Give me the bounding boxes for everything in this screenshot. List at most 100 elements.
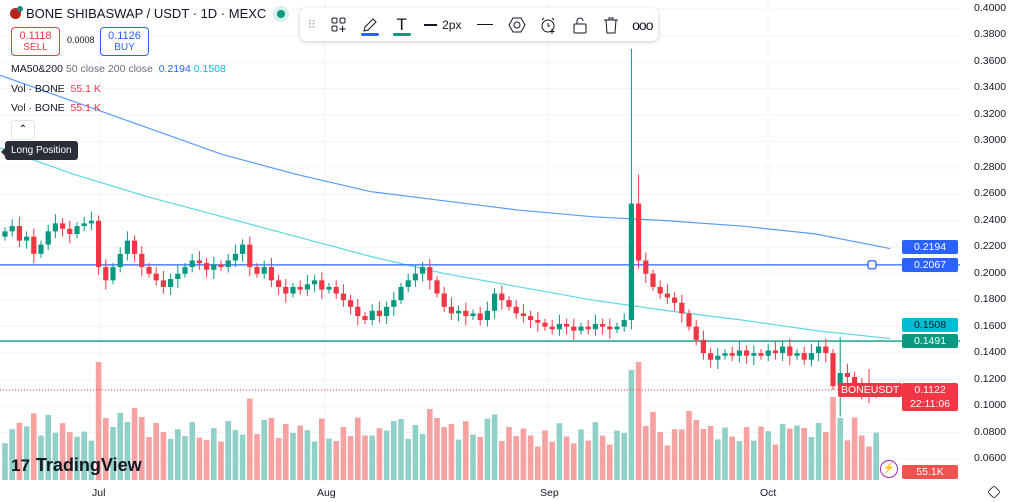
candle-body — [535, 320, 541, 323]
ma-legend[interactable]: MA50&200 50 close 200 close 0.2194 0.150… — [11, 63, 226, 75]
candle-body — [117, 253, 123, 268]
candle-body — [124, 240, 130, 254]
trash-icon[interactable] — [595, 8, 626, 41]
candle-body — [585, 326, 591, 330]
candle-body — [672, 297, 678, 303]
price-tick: 0.3200 — [974, 107, 1007, 120]
drawing-toolbar: ⠿ T 2px ooo — [300, 8, 658, 41]
volume-bar — [455, 439, 462, 480]
candle-body — [484, 310, 490, 321]
volume-bar — [851, 417, 858, 480]
buy-button[interactable]: 0.1126 BUY — [100, 27, 149, 56]
volume-bar — [635, 362, 642, 480]
volume-bar — [693, 420, 699, 480]
volume-bar — [787, 428, 793, 480]
settings-icon[interactable] — [501, 8, 532, 41]
volume-bar — [88, 440, 95, 480]
volume-bar — [535, 446, 541, 480]
candle-body — [247, 244, 253, 268]
volume-bar — [405, 439, 411, 480]
candle-body — [772, 350, 778, 354]
candle-body — [434, 280, 440, 294]
candle-body — [88, 220, 94, 224]
buy-label: BUY — [114, 41, 135, 53]
pencil-color-button[interactable] — [355, 8, 386, 41]
volume-bar — [434, 418, 440, 480]
candle-body — [708, 353, 714, 360]
price-chart[interactable] — [0, 0, 960, 502]
volume-bar — [167, 438, 174, 480]
alert-clock-icon[interactable] — [533, 8, 564, 41]
line-style-button[interactable] — [468, 8, 501, 41]
price-tick: 0.3000 — [974, 134, 1007, 147]
volume-bar — [463, 421, 469, 480]
price-axis[interactable]: 0.4000 0.3800 0.3600 0.3400 0.3200 0.3000 0.28… — [960, 0, 1024, 502]
volume-bar — [823, 432, 829, 480]
candle-body — [290, 286, 296, 294]
candle-body — [816, 346, 822, 354]
candle-body — [211, 264, 217, 270]
volume-bar — [139, 417, 145, 480]
volume-bar — [398, 419, 404, 480]
candle-body — [456, 310, 462, 314]
candle-body — [31, 236, 37, 254]
candle-body — [765, 350, 771, 356]
candle-body — [744, 350, 750, 356]
candle-body — [578, 326, 584, 331]
volume-bar — [513, 436, 519, 480]
candle-body — [196, 260, 202, 264]
more-icon[interactable]: ooo — [632, 16, 653, 33]
candle-body — [715, 355, 721, 360]
time-tick: Sep — [540, 487, 559, 499]
candle-body — [794, 353, 800, 356]
line-drag-handle[interactable] — [867, 260, 877, 270]
candle-body — [693, 326, 699, 340]
line-width-button[interactable]: 2px — [417, 8, 468, 41]
drag-handle-icon[interactable]: ⠿ — [307, 17, 317, 32]
vol-value: 55.1 K — [70, 102, 101, 114]
candle-body — [67, 228, 73, 234]
text-color-button[interactable]: T — [386, 8, 417, 41]
lock-open-icon[interactable] — [564, 8, 595, 41]
volume-bar — [211, 428, 217, 480]
vol-value: 55.1 K — [70, 83, 101, 95]
candle-body — [513, 306, 519, 314]
symbol-header[interactable]: BONE SHIBASWAP / USDT · 1D · MEXC — [10, 6, 286, 21]
candle-body — [643, 260, 649, 274]
volume-bar — [808, 437, 815, 480]
candle-body — [16, 226, 22, 241]
last-price: 0.1122 — [914, 384, 946, 396]
add-object-icon[interactable] — [323, 8, 354, 41]
sell-button[interactable]: 0.1118 SELL — [11, 27, 60, 56]
volume-bar — [182, 436, 188, 480]
volume-bar — [81, 431, 87, 480]
candle-body — [729, 353, 735, 356]
volume-bar — [95, 362, 102, 480]
candle-body — [254, 267, 260, 274]
volume-bar — [542, 430, 548, 480]
tradingview-logo[interactable]: 17 TradingView — [11, 455, 142, 476]
volume-bar — [110, 427, 116, 480]
volume-bar — [333, 441, 339, 480]
volume-bar — [283, 424, 289, 480]
candle-body — [614, 326, 620, 330]
volume-legend-2[interactable]: Vol · BONE 55.1 K — [11, 102, 101, 114]
candle-body — [110, 267, 116, 281]
volume-bar — [23, 426, 30, 480]
volume-bar — [275, 438, 282, 480]
ma50-value: 0.1508 — [193, 63, 226, 75]
candle-body — [340, 293, 346, 301]
candle-body — [326, 286, 332, 290]
candle-body — [780, 346, 786, 354]
volume-legend-1[interactable]: Vol · BONE 55.1 K — [11, 83, 101, 95]
price-tick: 0.2000 — [974, 266, 1007, 279]
candle-body — [38, 244, 44, 254]
volume-bar — [578, 429, 584, 480]
candle-body — [722, 353, 728, 356]
candle-body — [204, 263, 210, 270]
lightning-icon[interactable]: ⚡ — [880, 460, 898, 478]
price-tick: 0.2600 — [974, 187, 1007, 200]
collapse-legend-button[interactable]: ⌃ — [11, 120, 35, 140]
volume-bar — [319, 418, 325, 480]
volume-bar — [556, 423, 563, 480]
